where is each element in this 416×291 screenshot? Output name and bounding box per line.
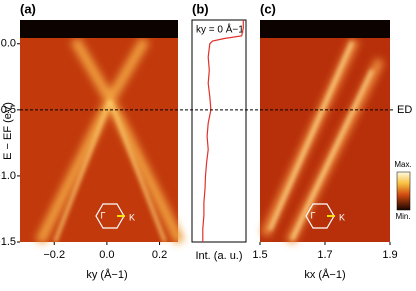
colorbar-min: Min. [395, 212, 410, 221]
x-axis-label: ky (Å−1) [86, 268, 127, 281]
gamma-label: Γ [311, 210, 316, 220]
y-tick-label: −1.5 [0, 236, 16, 248]
bands-a-core [53, 99, 167, 243]
panel-title: (c) [260, 1, 276, 16]
panel-title: (a) [20, 1, 36, 16]
x-tick-label: 1.9 [382, 249, 397, 261]
panel-title: (b) [192, 1, 209, 16]
y-axis-label: E − EF (eV) [2, 102, 14, 160]
dirac-label: ED [397, 104, 412, 116]
x-tick-label: 0.2 [152, 249, 167, 261]
annotation: ky = 0 Å−1 [196, 23, 244, 36]
y-tick-label: −0.5 [0, 104, 16, 116]
y-tick-label: 0.0 [1, 38, 16, 50]
dark-a [20, 20, 178, 38]
x-axis-label: Int. (a. u.) [195, 250, 242, 262]
x-tick-label: −0.2 [43, 249, 65, 261]
y-tick-label: −1.0 [0, 170, 16, 182]
colorbar [396, 171, 411, 211]
x-tick-label: 1.7 [317, 249, 332, 261]
bands-c-core [268, 41, 374, 241]
x-tick-label: 1.5 [252, 249, 267, 261]
k-label: K [339, 212, 345, 222]
frame-b [191, 19, 247, 243]
gamma-label: Γ [101, 210, 106, 220]
x-tick-label: 0.0 [99, 249, 114, 261]
x-axis-label: kx (Å−1) [304, 268, 345, 281]
colorbar-max: Max. [394, 160, 411, 169]
k-label: K [129, 212, 135, 222]
dark-c [260, 20, 390, 38]
